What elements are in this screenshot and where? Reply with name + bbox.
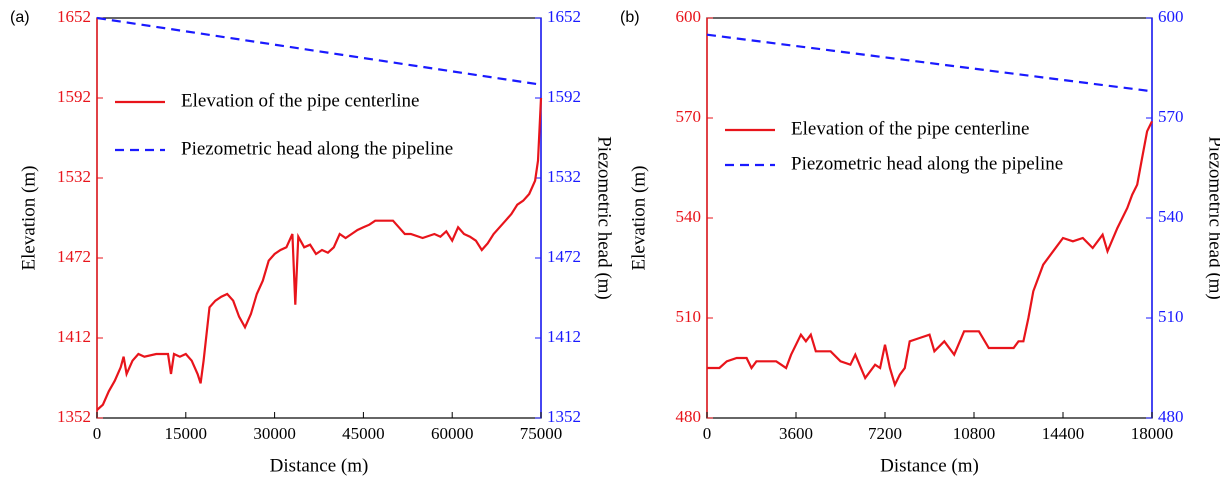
x-tick-label: 14400 (1042, 424, 1085, 443)
y-axis-title: Elevation (m) (628, 166, 649, 271)
series-line (96, 97, 543, 411)
legend-label: Elevation of the pipe centerline (791, 118, 1029, 139)
y-tick-label: 1592 (57, 87, 91, 106)
x-tick-label: 75000 (520, 424, 563, 443)
y2-tick-label: 570 (1158, 107, 1184, 126)
x-axis-title: Distance (m) (880, 455, 979, 476)
series-line (707, 120, 1153, 388)
y2-tick-label: 1652 (547, 7, 581, 26)
y2-tick-label: 480 (1158, 407, 1184, 426)
y-tick-label: 1532 (57, 167, 91, 186)
series-line (96, 16, 542, 86)
y2-tick-label: 1412 (547, 327, 581, 346)
plot-frame (706, 17, 1153, 419)
y-tick-label: 1652 (57, 7, 91, 26)
y-axis-title: Elevation (m) (18, 166, 39, 271)
y2-tick-label: 1352 (547, 407, 581, 426)
y-tick-label: 570 (676, 107, 702, 126)
legend-label: Piezometric head along the pipeline (791, 153, 1063, 174)
y-tick-label: 480 (676, 407, 702, 426)
x-tick-label: 7200 (868, 424, 902, 443)
x-axis-title: Distance (m) (270, 455, 369, 476)
plot-frame (96, 17, 542, 419)
legend-label: Piezometric head along the pipeline (181, 138, 453, 159)
y2-tick-label: 540 (1158, 207, 1184, 226)
y2-axis-title: Piezometric head (m) (1205, 136, 1220, 300)
y2-tick-label: 510 (1158, 307, 1184, 326)
y2-tick-label: 1472 (547, 247, 581, 266)
y-tick-label: 1352 (57, 407, 91, 426)
y2-axis-title: Piezometric head (m) (594, 136, 615, 300)
x-tick-label: 15000 (165, 424, 208, 443)
y-tick-label: 1472 (57, 247, 91, 266)
y-tick-label: 1412 (57, 327, 91, 346)
y2-tick-label: 1532 (547, 167, 581, 186)
y-tick-label: 540 (676, 207, 702, 226)
x-tick-label: 30000 (253, 424, 296, 443)
x-tick-label: 0 (703, 424, 712, 443)
x-tick-label: 0 (93, 424, 102, 443)
x-tick-label: 60000 (431, 424, 474, 443)
y-tick-label: 510 (676, 307, 702, 326)
x-tick-label: 18000 (1131, 424, 1174, 443)
y2-tick-label: 1592 (547, 87, 581, 106)
x-tick-label: 45000 (342, 424, 385, 443)
series-line (706, 33, 1153, 93)
x-tick-label: 3600 (779, 424, 813, 443)
x-tick-label: 10800 (953, 424, 996, 443)
y2-tick-label: 600 (1158, 7, 1184, 26)
legend-label: Elevation of the pipe centerline (181, 90, 419, 111)
y-tick-label: 600 (676, 7, 702, 26)
panel-label: (b) (620, 9, 640, 26)
panel-label: (a) (10, 9, 30, 26)
